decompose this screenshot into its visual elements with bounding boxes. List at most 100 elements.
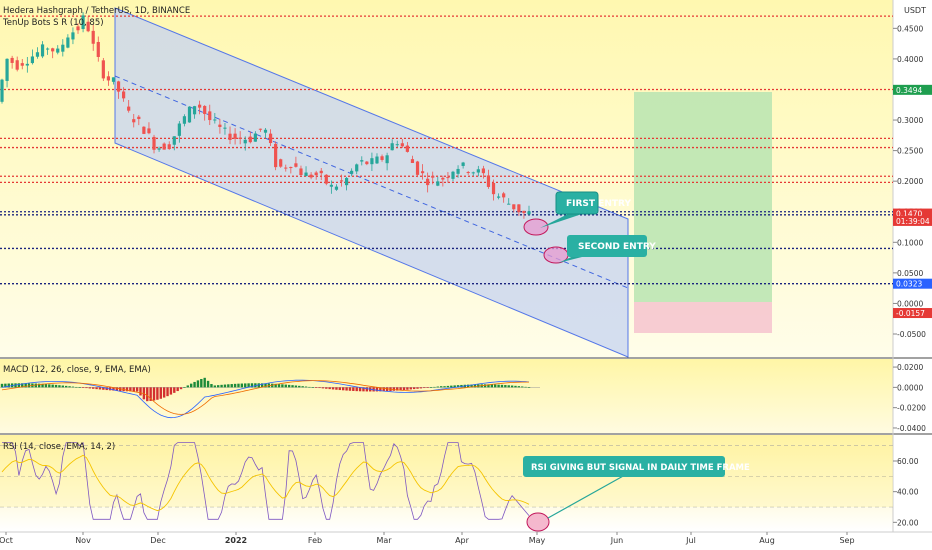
macd-bar [483, 384, 487, 388]
candle-body [350, 170, 354, 174]
price-label-text: 0.3494 [896, 86, 922, 95]
macd-bar [521, 386, 524, 388]
macd-bar [304, 386, 308, 388]
candle-body [96, 41, 100, 57]
macd-bar [196, 380, 200, 388]
candle-body [390, 143, 394, 151]
candle-body [61, 44, 65, 52]
macd-bar [264, 383, 267, 388]
macd-bar [64, 385, 68, 388]
macd-bar [193, 381, 196, 388]
macd-bar [443, 386, 446, 388]
candle-body [66, 37, 70, 48]
candle-body [410, 159, 415, 163]
candle-body [400, 143, 404, 147]
macd-bar [75, 386, 78, 388]
candle-body [86, 21, 90, 32]
macd-bar [95, 387, 98, 390]
candle-body [76, 26, 80, 31]
macd-bar [311, 387, 314, 388]
time-tick-label: Jun [610, 536, 624, 545]
macd-bar [419, 387, 423, 389]
macd-bar [314, 387, 318, 388]
rsi-signal-callout[interactable] [523, 456, 725, 519]
price-tick-label: -0.0500 [897, 330, 926, 339]
macd-bar [291, 385, 294, 388]
macd-bar [233, 383, 237, 388]
macd-bar [470, 384, 473, 388]
macd-histogram [0, 377, 540, 419]
first-entry-callout[interactable] [540, 191, 599, 228]
macd-bar [260, 383, 264, 388]
macd-bar [115, 387, 119, 391]
macd-bar [27, 383, 31, 388]
macd-bar [406, 387, 409, 390]
macd-signal-line [1, 380, 529, 415]
candle-body [56, 48, 60, 53]
macd-bar [358, 387, 362, 392]
time-tick-label: Dec [150, 536, 165, 545]
macd-bar [68, 386, 71, 388]
rsi-tick-label: 20.00 [897, 518, 919, 527]
candle-body [319, 170, 323, 174]
candle-body [329, 184, 333, 187]
time-tick-label: Oct [0, 536, 13, 545]
candle-body [436, 181, 440, 186]
candle-body [137, 116, 141, 120]
macd-bar [183, 387, 186, 388]
time-tick-label: Feb [308, 536, 322, 545]
macd-bar [362, 387, 365, 392]
price-candles [0, 12, 531, 219]
macd-tick-label: 0.0000 [897, 383, 923, 392]
stop-zone [634, 302, 772, 333]
second-entry-callout[interactable] [558, 235, 647, 263]
candle-body [279, 159, 283, 167]
macd-bar [274, 383, 277, 388]
candle-body [420, 171, 425, 174]
macd-bar [51, 384, 54, 388]
macd-bar [318, 387, 321, 389]
macd-bar [352, 387, 355, 391]
macd-bar [159, 387, 162, 399]
macd-bar [189, 383, 193, 388]
candle-body [324, 174, 328, 184]
macd-bar [240, 383, 244, 388]
macd-line [1, 379, 530, 419]
macd-bar [355, 387, 358, 392]
candle-body [0, 79, 4, 102]
macd-bar [78, 387, 81, 388]
macd-bar [524, 386, 527, 388]
price-tick-label: 0.2500 [897, 147, 923, 156]
macd-bar [396, 387, 399, 391]
macd-bar [58, 385, 61, 388]
rsi-line [2, 442, 530, 520]
rsi-signal-marker[interactable] [526, 512, 550, 532]
candle-body [30, 56, 35, 64]
macd-bar [504, 385, 507, 388]
candle-body [10, 57, 14, 63]
candle-body [15, 60, 19, 70]
macd-bar [287, 384, 291, 388]
macd-bar [166, 387, 169, 397]
candle-body [527, 211, 531, 215]
rsi-signal-label: RSI GIVING BUT SIGNAL IN DAILY TIME FRAM… [531, 463, 750, 473]
candle-body [299, 168, 303, 176]
candle-body [339, 180, 344, 182]
time-tick-label: Nov [75, 536, 91, 545]
macd-bar [213, 385, 217, 388]
currency-label: USDT [904, 6, 926, 15]
price-label-text: 01:39:04 [896, 217, 930, 226]
price-tick-label: 0.4000 [897, 55, 923, 64]
candle-body [274, 143, 278, 168]
macd-bar [223, 384, 227, 388]
rsi-ema-line [1, 454, 530, 512]
macd-bar [149, 387, 152, 401]
first-entry-marker[interactable] [523, 218, 549, 236]
price-label-box [893, 308, 932, 319]
macd-bar [446, 385, 450, 388]
candle-body [365, 161, 369, 165]
candle-body [177, 123, 181, 136]
macd-bar [348, 387, 352, 391]
macd-bar [375, 387, 379, 392]
